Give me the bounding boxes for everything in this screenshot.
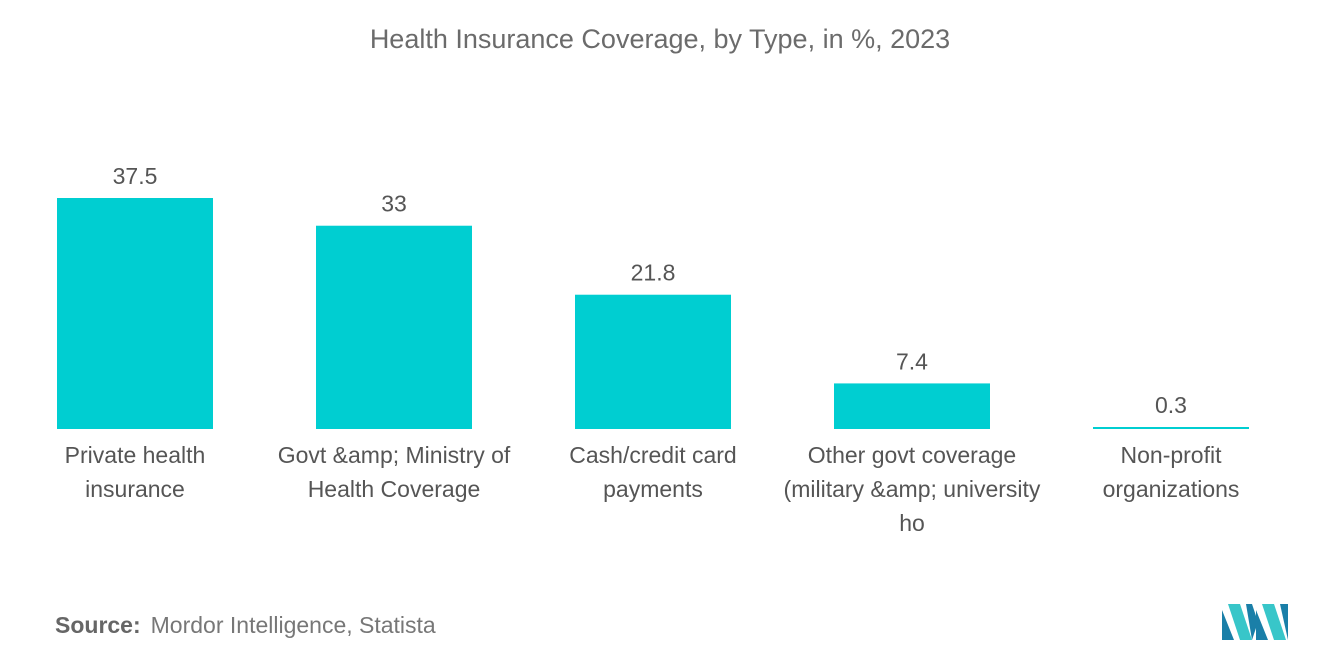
bar-5 xyxy=(1093,427,1249,429)
mordor-intelligence-logo xyxy=(1222,604,1288,640)
bar-4 xyxy=(834,383,990,429)
category-label-1: Private health insurance xyxy=(64,442,206,502)
value-label-4: 7.4 xyxy=(896,348,928,374)
source-text: Mordor Intelligence, Statista xyxy=(150,612,436,638)
value-label-1: 37.5 xyxy=(113,163,158,189)
category-label-3: Cash/credit card payments xyxy=(569,442,737,502)
source-label: Source: xyxy=(55,612,141,638)
source-note: Source: Mordor Intelligence, Statista xyxy=(55,612,436,639)
bar-3 xyxy=(575,294,731,429)
bar-1 xyxy=(57,198,213,429)
category-label-2: Govt &amp; Ministry of Health Coverage xyxy=(277,442,511,502)
category-label-4: Other govt coverage (military &amp; univ… xyxy=(783,442,1041,536)
value-label-2: 33 xyxy=(381,191,407,217)
chart-title: Health Insurance Coverage, by Type, in %… xyxy=(369,24,951,54)
bar-2 xyxy=(316,225,472,429)
value-label-3: 21.8 xyxy=(631,260,676,286)
value-label-5: 0.3 xyxy=(1155,392,1187,418)
category-label-5: Non-profit organizations xyxy=(1102,442,1240,502)
